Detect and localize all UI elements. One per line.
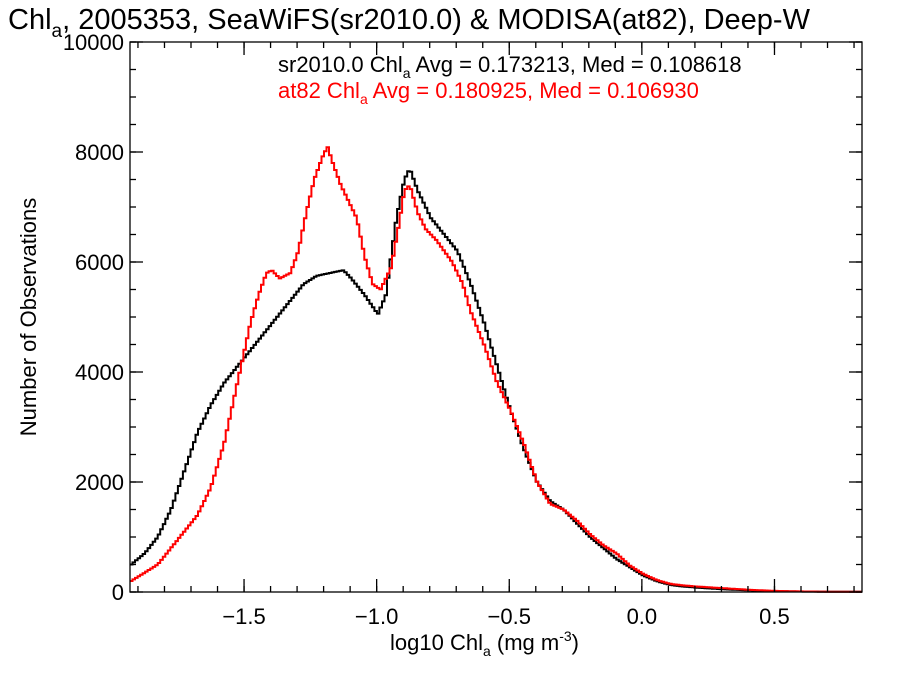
x-tick-labels: −1.5 −1.0 −0.5 0.0 0.5	[222, 604, 789, 629]
xlabel-sub: a	[483, 643, 491, 659]
title-main: Chl	[8, 4, 52, 36]
y-tick-label: 4000	[75, 360, 124, 385]
y-tick-label: 6000	[75, 250, 124, 275]
annotation-red-post: Avg = 0.180925, Med = 0.106930	[368, 78, 699, 103]
y-tick-label: 8000	[75, 140, 124, 165]
y-tick-label: 0	[112, 580, 124, 605]
xlabel-sup: -3	[559, 628, 572, 644]
annotation-black-pre: sr2010.0 Chl	[278, 52, 403, 77]
xlabel-rest: (mg m	[491, 630, 559, 655]
x-tick-label: −0.5	[488, 604, 531, 629]
series-layer	[130, 146, 862, 593]
x-tick-label: 0.5	[759, 604, 790, 629]
annotation-red-sub: a	[360, 91, 368, 107]
y-tick-label: 10000	[63, 30, 124, 55]
y-tick-labels: 0 2000 4000 6000 8000 10000	[63, 30, 124, 605]
annotation-red-pre: at82 Chl	[278, 78, 360, 103]
title-rest: , 2005353, SeaWiFS(sr2010.0) & MODISA(at…	[62, 4, 810, 36]
xlabel-main: log10 Chl	[390, 630, 483, 655]
axis-ticks	[130, 41, 862, 593]
y-tick-label: 2000	[75, 470, 124, 495]
x-tick-label: 0.0	[627, 604, 658, 629]
chart-title: Chla, 2005353, SeaWiFS(sr2010.0) & MODIS…	[8, 4, 811, 42]
annotation-black-sub: a	[403, 65, 411, 81]
plot-frame	[129, 41, 863, 593]
svg-text:Chla, 2005353, SeaWiFS(sr2010.: Chla, 2005353, SeaWiFS(sr2010.0) & MODIS…	[8, 4, 811, 42]
xlabel-end: )	[572, 630, 579, 655]
legend-annotations: sr2010.0 Chla Avg = 0.173213, Med = 0.10…	[278, 52, 742, 107]
series-line-1	[130, 146, 862, 593]
y-axis-label: Number of Observations	[16, 198, 41, 436]
svg-text:log10 Chla (mg m-3): log10 Chla (mg m-3)	[390, 628, 579, 659]
x-axis-label: log10 Chla (mg m-3)	[390, 628, 579, 659]
annotation-black-post: Avg = 0.173213, Med = 0.108618	[411, 52, 742, 77]
annotation-red: at82 Chla Avg = 0.180925, Med = 0.106930	[278, 78, 699, 107]
title-subscript: a	[52, 21, 63, 42]
x-tick-label: −1.5	[222, 604, 265, 629]
x-tick-label: −1.0	[355, 604, 398, 629]
series-line-0	[130, 170, 862, 593]
annotation-black: sr2010.0 Chla Avg = 0.173213, Med = 0.10…	[278, 52, 742, 81]
